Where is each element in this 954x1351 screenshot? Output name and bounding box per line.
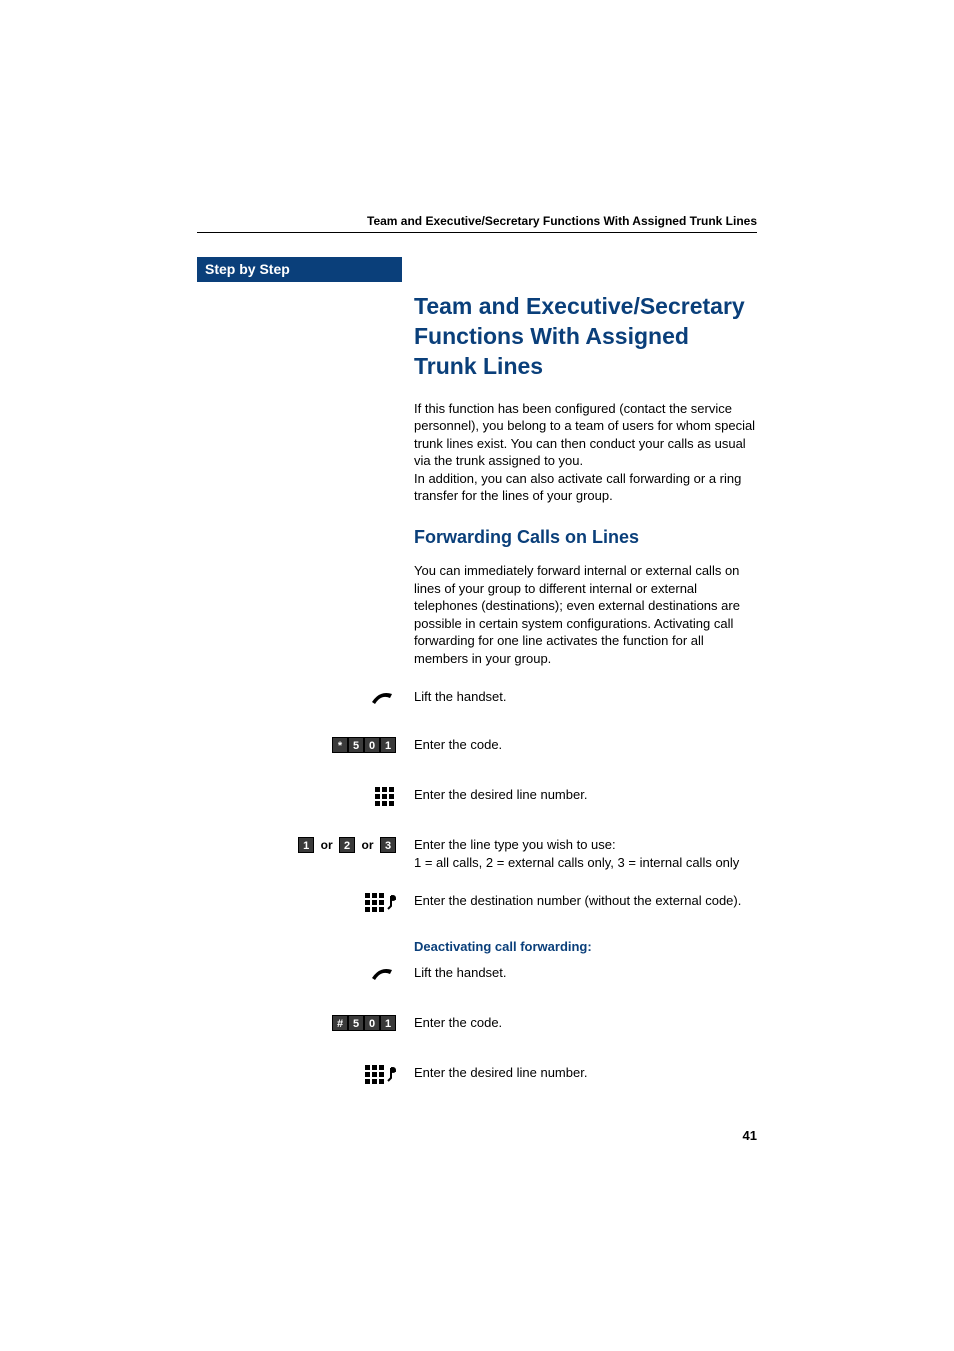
content-area: Team and Executive/Secretary Functions W…	[414, 292, 757, 667]
type-keys: 1 or 2 or 3	[197, 836, 402, 854]
key-3: 3	[380, 837, 396, 853]
key-2: 2	[339, 837, 355, 853]
deactivate-heading: Deactivating call forwarding:	[414, 938, 757, 956]
step-text: Enter the desired line number.	[414, 1064, 757, 1082]
key-5: 5	[348, 1015, 364, 1031]
keypad-tone-icon	[197, 1064, 402, 1091]
page-number: 41	[197, 1128, 757, 1143]
keypad-icon	[197, 786, 402, 813]
keypad-tone-icon	[197, 892, 402, 919]
section-body: You can immediately forward internal or …	[414, 562, 757, 667]
or-text: or	[321, 838, 333, 852]
key-star: *	[332, 737, 348, 753]
type-text-line1: Enter the line type you wish to use:	[414, 837, 616, 852]
key-hash: #	[332, 1015, 348, 1031]
header-rule	[197, 232, 757, 233]
code-keys-1: *501	[197, 736, 402, 754]
page-title: Team and Executive/Secretary Functions W…	[414, 292, 757, 382]
intro-paragraph-1: If this function has been configured (co…	[414, 400, 757, 470]
key-0: 0	[364, 737, 380, 753]
step-text: Enter the desired line number.	[414, 786, 757, 804]
step-text: Enter the code.	[414, 1014, 757, 1032]
key-0: 0	[364, 1015, 380, 1031]
key-1: 1	[298, 837, 314, 853]
key-5: 5	[348, 737, 364, 753]
code-keys-2: #501	[197, 1014, 402, 1032]
handset-icon	[197, 688, 402, 711]
step-by-step-label: Step by Step	[197, 257, 402, 282]
key-1: 1	[380, 737, 396, 753]
step-text: Lift the handset.	[414, 964, 757, 982]
running-header: Team and Executive/Secretary Functions W…	[197, 214, 757, 228]
step-text: Enter the line type you wish to use: 1 =…	[414, 836, 757, 871]
type-text-line2: 1 = all calls, 2 = external calls only, …	[414, 855, 739, 870]
intro-paragraph-2: In addition, you can also activate call …	[414, 470, 757, 505]
key-1: 1	[380, 1015, 396, 1031]
handset-icon	[197, 964, 402, 987]
or-text: or	[362, 838, 374, 852]
section-title: Forwarding Calls on Lines	[414, 527, 757, 548]
step-text: Enter the code.	[414, 736, 757, 754]
step-text: Enter the destination number (without th…	[414, 892, 757, 910]
step-text: Lift the handset.	[414, 688, 757, 706]
